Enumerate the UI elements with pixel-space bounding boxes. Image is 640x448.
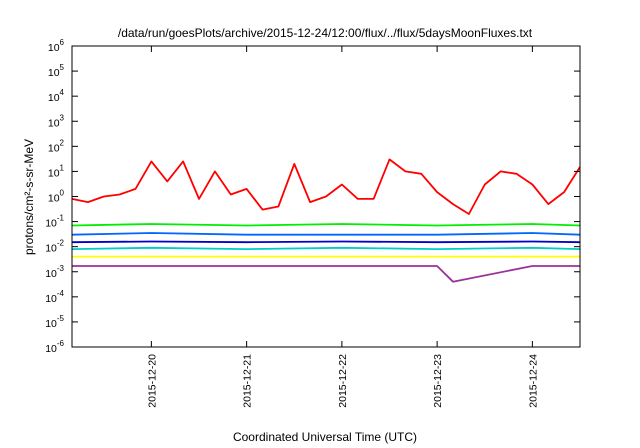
series-line-5	[71, 246, 581, 251]
y-tick-label: 10-2	[45, 239, 64, 255]
y-tick-label: 10-6	[45, 339, 64, 355]
y-tick-label: 103	[48, 113, 65, 129]
y-tick-label: 101	[48, 163, 65, 179]
y-tick-label: 10-3	[45, 264, 64, 280]
series-line-1	[71, 158, 581, 215]
x-tick-label: 2015-12-22	[337, 354, 349, 408]
y-tick-label: 102	[48, 138, 65, 154]
y-tick-label: 106	[48, 38, 65, 54]
y-tick-label: 10-5	[45, 314, 64, 330]
x-tick-label: 2015-12-23	[432, 354, 444, 408]
y-tick-label: 10-1	[45, 214, 64, 230]
chart-title: /data/run/goesPlots/archive/2015-12-24/1…	[118, 26, 533, 40]
y-tick-label: 10-4	[45, 289, 64, 305]
series-line-7	[72, 265, 580, 283]
x-axis-label: Coordinated Universal Time (UTC)	[233, 430, 417, 444]
y-tick-label: 105	[48, 63, 65, 79]
series-line-4	[71, 240, 581, 244]
y-axis-label: protons/cm²-s-sr-MeV	[22, 139, 36, 255]
series-line-2	[71, 223, 581, 227]
y-tick-label: 104	[48, 88, 65, 104]
x-tick-label: 2015-12-20	[146, 354, 158, 408]
series-line-3	[71, 232, 581, 236]
x-tick-label: 2015-12-24	[527, 354, 539, 408]
y-tick-label: 100	[48, 189, 65, 205]
plot-frame	[71, 45, 581, 348]
x-tick-label: 2015-12-21	[242, 354, 254, 408]
